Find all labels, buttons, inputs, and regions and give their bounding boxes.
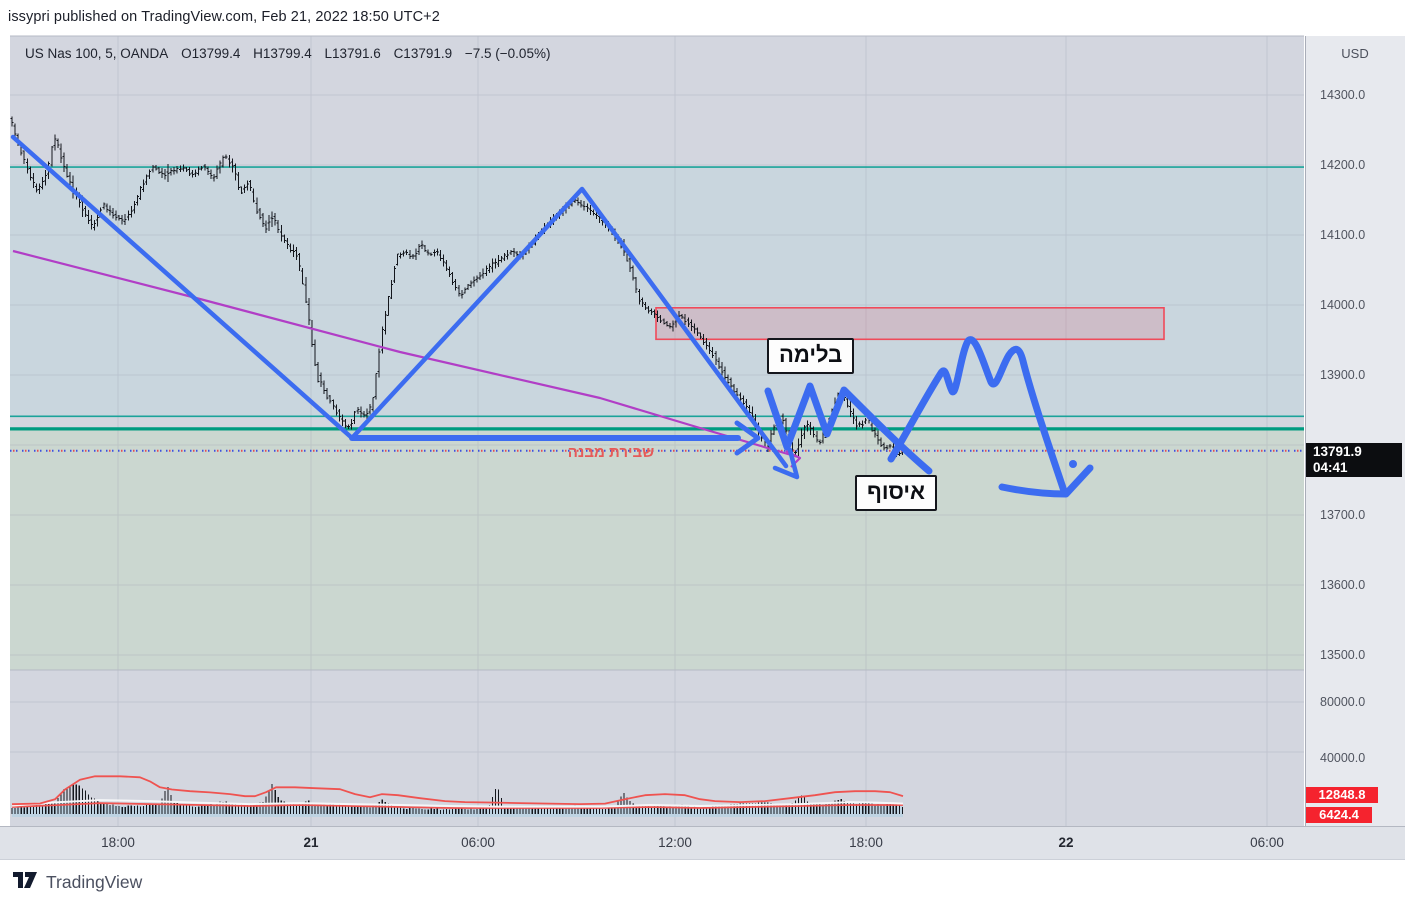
symbol-info-bar: US Nas 100, 5, OANDA O13799.4 H13799.4 L… [25, 46, 559, 61]
time-axis[interactable] [0, 826, 1405, 860]
price-tick-label: 14200.0 [1320, 158, 1366, 172]
annotation-label-blima[interactable]: בלימה [767, 338, 855, 374]
ohlc-close: C13791.9 [393, 46, 453, 61]
ohlc-change: −7.5 (−0.05%) [464, 46, 551, 61]
price-tick-label: 13700.0 [1320, 508, 1366, 522]
symbol-description[interactable]: US Nas 100, 5, OANDA [25, 46, 169, 61]
currency-label: USD [1341, 46, 1369, 61]
time-tick-label: 12:00 [658, 835, 692, 850]
price-tick-label: 13900.0 [1320, 368, 1366, 382]
time-tick-label: 18:00 [849, 835, 883, 850]
tradingview-logo-icon [13, 871, 37, 888]
price-tick-label: 14100.0 [1320, 228, 1366, 242]
volume-tick-label: 80000.0 [1320, 695, 1366, 709]
last-price-value: 13791.9 [1313, 444, 1362, 459]
price-axis[interactable] [1305, 36, 1405, 826]
price-tick-label: 13600.0 [1320, 578, 1366, 592]
volume-tick-label: 40000.0 [1320, 751, 1366, 765]
tradingview-brand-text: TradingView [46, 871, 143, 892]
time-tick-label: 18:00 [101, 835, 135, 850]
bar-countdown: 04:41 [1313, 460, 1348, 475]
volume-ma-lower-badge: 6424.4 [1306, 807, 1372, 823]
price-tick-label: 13500.0 [1320, 648, 1366, 662]
last-price-badge: 13791.9 04:41 [1306, 443, 1402, 477]
annotation-label-isuf[interactable]: איסוף [855, 475, 938, 511]
time-tick-label: 21 [303, 835, 319, 850]
ohlc-open: O13799.4 [181, 46, 241, 61]
structure-break-label[interactable]: שבירת מבנה [567, 444, 655, 461]
ohlc-low: L13791.6 [324, 46, 381, 61]
ohlc-high: H13799.4 [253, 46, 312, 61]
footer-logo[interactable]: TradingView [13, 869, 142, 895]
time-tick-label: 22 [1058, 835, 1074, 850]
time-tick-label: 06:00 [461, 835, 495, 850]
volume-ma-upper-badge: 12848.8 [1306, 787, 1378, 803]
price-tick-label: 14000.0 [1320, 298, 1366, 312]
time-tick-label: 06:00 [1250, 835, 1284, 850]
price-tick-label: 14300.0 [1320, 88, 1366, 102]
publish-caption: issypri published on TradingView.com, Fe… [8, 9, 440, 25]
